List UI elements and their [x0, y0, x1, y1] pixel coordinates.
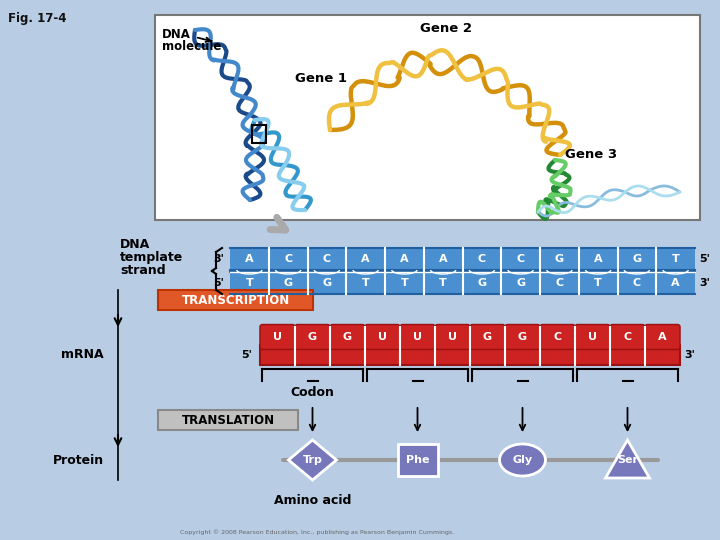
Text: Gly: Gly [513, 455, 533, 465]
Text: A: A [438, 254, 447, 264]
Text: G: G [308, 332, 317, 342]
Text: 5': 5' [241, 350, 252, 360]
Text: C: C [624, 332, 631, 342]
Text: A: A [361, 254, 370, 264]
Text: molecule: molecule [162, 39, 221, 52]
Text: C: C [516, 254, 525, 264]
Text: G: G [632, 254, 642, 264]
Text: A: A [594, 254, 603, 264]
FancyBboxPatch shape [260, 325, 295, 349]
Text: A: A [658, 332, 667, 342]
FancyBboxPatch shape [610, 325, 645, 349]
Text: G: G [555, 254, 564, 264]
Text: C: C [554, 332, 562, 342]
Text: U: U [588, 332, 597, 342]
Text: C: C [633, 278, 641, 288]
Text: A: A [400, 254, 409, 264]
Text: Gene 3: Gene 3 [565, 148, 617, 161]
Text: T: T [672, 254, 680, 264]
Text: G: G [477, 278, 487, 288]
FancyBboxPatch shape [470, 325, 505, 349]
Bar [158, 410, 298, 430]
Text: Amino acid: Amino acid [274, 494, 351, 507]
Text: C: C [284, 254, 292, 264]
Text: 3': 3' [699, 278, 710, 288]
Text: T: T [594, 278, 602, 288]
Text: mRNA: mRNA [61, 348, 104, 361]
Text: G: G [516, 278, 525, 288]
Text: T: T [439, 278, 447, 288]
Text: 5': 5' [213, 278, 224, 288]
Text: Protein: Protein [53, 454, 104, 467]
Text: DNA: DNA [162, 29, 191, 42]
Text: G: G [323, 278, 331, 288]
Bar [397, 444, 438, 476]
Text: A: A [245, 254, 253, 264]
FancyBboxPatch shape [365, 325, 400, 349]
Polygon shape [606, 440, 649, 478]
Bar [155, 15, 700, 220]
Text: C: C [478, 254, 486, 264]
Text: T: T [361, 278, 369, 288]
Text: Trp: Trp [302, 455, 323, 465]
Text: G: G [284, 278, 293, 288]
FancyBboxPatch shape [295, 325, 330, 349]
Bar [260, 345, 680, 365]
Polygon shape [289, 440, 336, 480]
Ellipse shape [500, 444, 546, 476]
Bar [158, 290, 313, 310]
Text: U: U [413, 332, 422, 342]
Text: Fig. 17-4: Fig. 17-4 [8, 12, 66, 25]
Text: strand: strand [120, 265, 166, 278]
Text: C: C [323, 254, 331, 264]
Text: 5': 5' [699, 254, 710, 264]
Text: Gene 2: Gene 2 [420, 22, 472, 35]
Text: template: template [120, 252, 184, 265]
Text: 3': 3' [684, 350, 695, 360]
Text: TRANSCRIPTION: TRANSCRIPTION [181, 294, 289, 307]
Text: U: U [273, 332, 282, 342]
FancyBboxPatch shape [330, 325, 365, 349]
Text: G: G [518, 332, 527, 342]
FancyBboxPatch shape [540, 325, 575, 349]
Text: C: C [555, 278, 564, 288]
Text: Codon: Codon [291, 387, 334, 400]
Text: T: T [400, 278, 408, 288]
FancyBboxPatch shape [645, 325, 680, 349]
Text: Ser: Ser [617, 455, 638, 465]
FancyBboxPatch shape [400, 325, 435, 349]
FancyBboxPatch shape [505, 325, 540, 349]
Text: G: G [483, 332, 492, 342]
Text: Gene 1: Gene 1 [295, 71, 347, 84]
Text: U: U [448, 332, 457, 342]
Text: 3': 3' [213, 254, 224, 264]
Bar [252, 125, 266, 143]
Bar [230, 272, 695, 294]
Text: Copyright © 2008 Pearson Education, Inc., publishing as Pearson Benjamin Cumming: Copyright © 2008 Pearson Education, Inc.… [180, 529, 454, 535]
Text: Phe: Phe [406, 455, 429, 465]
Text: TRANSLATION: TRANSLATION [181, 414, 274, 427]
Text: A: A [671, 278, 680, 288]
Text: G: G [343, 332, 352, 342]
FancyBboxPatch shape [435, 325, 470, 349]
Text: U: U [378, 332, 387, 342]
Text: DNA: DNA [120, 239, 150, 252]
Text: T: T [246, 278, 253, 288]
FancyBboxPatch shape [575, 325, 610, 349]
Bar [230, 248, 695, 270]
